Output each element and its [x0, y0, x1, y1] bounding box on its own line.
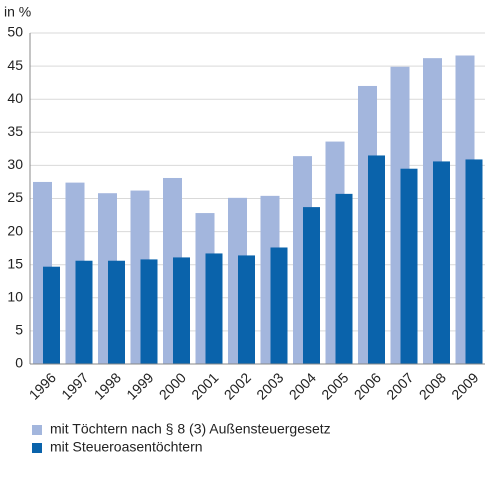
legend-swatch: [32, 443, 42, 453]
y-tick-label: 40: [7, 90, 23, 106]
y-tick-label: 20: [7, 222, 23, 238]
x-tick-label: 2006: [351, 369, 384, 402]
y-tick-label: 45: [7, 57, 23, 73]
x-tick-label: 2002: [221, 369, 254, 402]
legend-label: mit Steueroasentöchtern: [50, 439, 203, 455]
legend-swatch: [32, 425, 42, 435]
bar: [43, 266, 60, 364]
x-tick-label: 1998: [91, 369, 124, 402]
y-tick-label: 10: [7, 289, 23, 305]
bar: [238, 255, 255, 364]
y-tick-label: 0: [15, 355, 23, 371]
bar: [173, 257, 190, 364]
bar: [335, 193, 353, 364]
bar: [433, 161, 450, 364]
bar: [140, 259, 158, 364]
x-tick-label: 2003: [253, 369, 286, 402]
x-tick-label: 2004: [286, 369, 319, 402]
bar: [368, 155, 385, 364]
y-tick-label: 30: [7, 156, 23, 172]
y-tick-label: 35: [7, 123, 23, 139]
bar: [205, 253, 223, 364]
y-tick-label: 5: [15, 322, 23, 338]
x-tick-label: 2005: [318, 369, 351, 402]
y-tick-label: 50: [7, 24, 23, 40]
x-tick-label: 1996: [26, 369, 59, 402]
y-tick-label: 15: [7, 255, 23, 271]
y-tick-label: 25: [7, 189, 23, 205]
x-tick-label: 2009: [448, 369, 481, 402]
bar: [303, 207, 320, 364]
x-tick-label: 2007: [383, 369, 416, 402]
x-tick-label: 1997: [58, 369, 91, 402]
x-tick-label: 2008: [416, 369, 449, 402]
y-axis-label: in %: [4, 4, 31, 20]
x-tick-label: 2000: [156, 369, 189, 402]
bar: [270, 247, 288, 364]
legend-label: mit Töchtern nach § 8 (3) Außensteuerges…: [50, 421, 331, 437]
bar: [108, 260, 125, 364]
bar: [465, 159, 483, 364]
x-tick-label: 1999: [123, 369, 156, 402]
x-tick-label: 2001: [188, 369, 221, 402]
bar: [75, 260, 93, 364]
bar: [400, 168, 418, 364]
